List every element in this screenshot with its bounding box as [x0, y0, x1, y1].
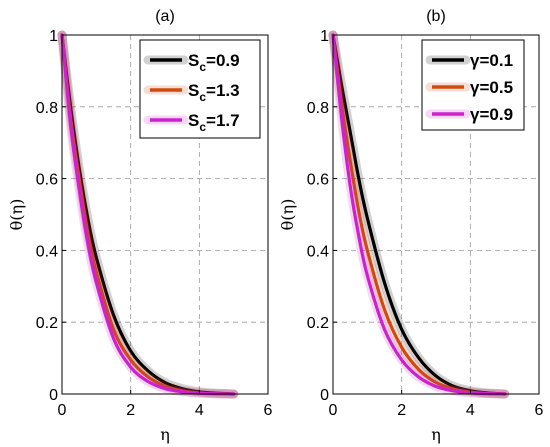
legend-symbol: S	[188, 111, 199, 130]
legend-value: =0.9	[479, 105, 513, 124]
y-tick-label: 0.2	[307, 315, 329, 332]
axes-box	[332, 34, 540, 395]
legend-label-1: Sc=1.3	[188, 81, 240, 104]
legend: Sc=0.9Sc=1.3Sc=1.7	[139, 39, 261, 139]
panel-title: (a)	[155, 8, 175, 25]
panel-title: (b)	[426, 8, 446, 25]
y-tick-label: 0.8	[307, 100, 329, 117]
y-axis-label: θ(η)	[278, 199, 297, 231]
legend-label-0: γ=0.1	[470, 51, 513, 70]
x-tick-label: 2	[397, 402, 406, 419]
legend-value: =1.3	[206, 81, 240, 100]
x-tick-label: 4	[195, 402, 204, 419]
y-tick-label: 0	[320, 387, 329, 404]
legend-label-2: Sc=1.7	[188, 111, 240, 134]
legend-symbol: S	[188, 51, 199, 70]
y-tick-label: 1	[49, 28, 58, 45]
panel-b: 0 2 4 600.20.40.60.81(b)ηθ(η)γ=0.1γ=0.5γ=0.…	[278, 8, 544, 444]
legend-label-2: γ=0.9	[470, 105, 513, 124]
x-axis-label: η	[160, 425, 170, 444]
legend-value: =0.9	[206, 51, 240, 70]
x-tick-label: 0	[329, 402, 338, 419]
x-tick-label: 6	[264, 402, 273, 419]
y-axis-label: θ(η)	[7, 199, 26, 231]
legend-label-1: γ=0.5	[470, 78, 513, 97]
legend-value: =0.5	[479, 78, 513, 97]
x-tick-label: 0	[58, 402, 67, 419]
legend-value: =0.1	[479, 51, 513, 70]
x-tick-label: 6	[535, 402, 544, 419]
y-tick-label: 0	[49, 387, 58, 404]
y-tick-label: 0.4	[36, 243, 58, 260]
legend-subscript: c	[199, 120, 206, 134]
y-tick-label: 0.4	[307, 243, 329, 260]
axes-box	[61, 34, 269, 395]
x-tick-label: 2	[126, 402, 135, 419]
legend-value: =1.7	[206, 111, 240, 130]
y-tick-label: 0.6	[36, 172, 58, 189]
x-axis-label: η	[431, 425, 441, 444]
panel-a: 0 2 4 600.20.40.60.81(a)ηθ(η)Sc=0.9Sc=1.3Sc…	[7, 8, 273, 444]
y-tick-label: 0.8	[36, 100, 58, 117]
x-tick-label: 4	[466, 402, 475, 419]
legend-symbol: S	[188, 81, 199, 100]
legend-subscript: c	[199, 60, 206, 74]
legend-subscript: c	[199, 90, 206, 104]
legend-label-0: Sc=0.9	[188, 51, 240, 74]
legend-symbol: γ	[470, 51, 480, 70]
y-tick-label: 0.6	[307, 172, 329, 189]
legend-symbol: γ	[470, 78, 480, 97]
y-tick-label: 0.2	[36, 315, 58, 332]
legend-symbol: γ	[470, 105, 480, 124]
legend: γ=0.1γ=0.5γ=0.9	[421, 39, 525, 131]
y-tick-label: 1	[320, 28, 329, 45]
